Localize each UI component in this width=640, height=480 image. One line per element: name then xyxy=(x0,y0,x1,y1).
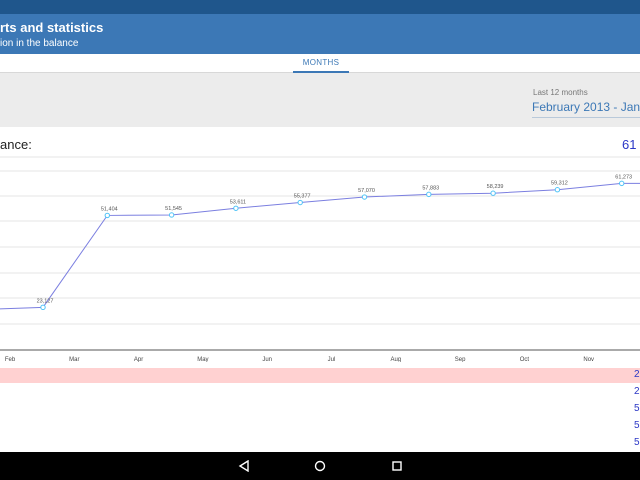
data-label: 23,127 xyxy=(37,298,54,304)
balance-label: ance: xyxy=(0,137,32,152)
x-tick-label: Sep xyxy=(455,357,466,362)
balance-list: 2 2 5 5 5 xyxy=(0,368,640,452)
period-caption: Last 12 months xyxy=(533,88,588,97)
data-label: 59,312 xyxy=(551,181,568,187)
period-selector: Last 12 months February 2013 - Janu xyxy=(0,73,640,127)
x-tick-label: Jun xyxy=(262,357,272,362)
status-bar xyxy=(0,0,640,14)
data-label: 53,611 xyxy=(230,199,246,205)
x-tick-label: Oct xyxy=(520,357,530,362)
data-label: 55,377 xyxy=(294,194,311,200)
list-item[interactable]: 5 xyxy=(0,436,640,451)
data-label: 58,239 xyxy=(487,184,504,190)
data-label: 51,545 xyxy=(165,206,182,212)
app-bar: rts and statistics ion in the balance xyxy=(0,14,640,54)
x-tick-label: Jul xyxy=(328,357,336,362)
list-item-value: 2 xyxy=(634,386,640,397)
data-point xyxy=(233,205,239,211)
data-point xyxy=(104,212,111,219)
tab-months[interactable]: MONTHS xyxy=(293,54,349,73)
list-item-value: 5 xyxy=(634,437,640,448)
data-label: 51,404 xyxy=(101,206,118,212)
series-line xyxy=(0,182,640,310)
data-point xyxy=(554,187,561,193)
home-icon[interactable] xyxy=(311,457,329,475)
balance-line-chart: Feb Mar Apr May Jun Jul Aug Sep Oct Nov 23,127 51,… xyxy=(0,156,640,362)
data-point xyxy=(361,194,368,200)
x-tick-label: Apr xyxy=(134,357,143,362)
data-label: 57,070 xyxy=(358,188,375,194)
data-label: 61,273 xyxy=(615,174,632,180)
list-item[interactable]: 2 xyxy=(0,368,640,383)
list-item[interactable]: 2 xyxy=(0,385,640,400)
page-title: rts and statistics xyxy=(0,20,104,35)
list-item-value: 2 xyxy=(634,369,640,380)
tab-bar: MONTHS xyxy=(0,54,640,73)
data-point xyxy=(619,180,625,187)
data-point xyxy=(490,190,496,196)
data-point xyxy=(40,304,46,311)
back-icon[interactable] xyxy=(235,457,253,475)
chart-grid xyxy=(0,156,640,351)
x-tick-label: May xyxy=(197,357,208,362)
chart-data-labels: 23,127 51,404 51,545 53,611 55,377 57,070 57,8… xyxy=(37,174,633,304)
chart-x-axis: Feb Mar Apr May Jun Jul Aug Sep Oct Nov xyxy=(5,357,594,362)
period-range-dropdown[interactable]: February 2013 - Janu xyxy=(532,100,640,118)
recents-icon[interactable] xyxy=(388,457,406,475)
x-tick-label: Aug xyxy=(390,357,401,362)
balance-value: 61 xyxy=(622,137,637,152)
data-point xyxy=(168,212,175,218)
data-label: 57,883 xyxy=(422,185,439,191)
list-item-value: 5 xyxy=(634,403,640,414)
x-tick-label: Nov xyxy=(583,357,594,362)
list-item[interactable]: 5 xyxy=(0,419,640,434)
system-nav-bar xyxy=(0,452,640,480)
list-item-value: 5 xyxy=(634,420,640,431)
list-item[interactable]: 5 xyxy=(0,402,640,417)
chart-points xyxy=(40,180,625,311)
data-point xyxy=(426,191,432,198)
data-point xyxy=(297,199,303,206)
page-subtitle: ion in the balance xyxy=(0,38,79,49)
x-tick-label: Mar xyxy=(69,357,79,362)
x-tick-label: Feb xyxy=(5,357,16,362)
